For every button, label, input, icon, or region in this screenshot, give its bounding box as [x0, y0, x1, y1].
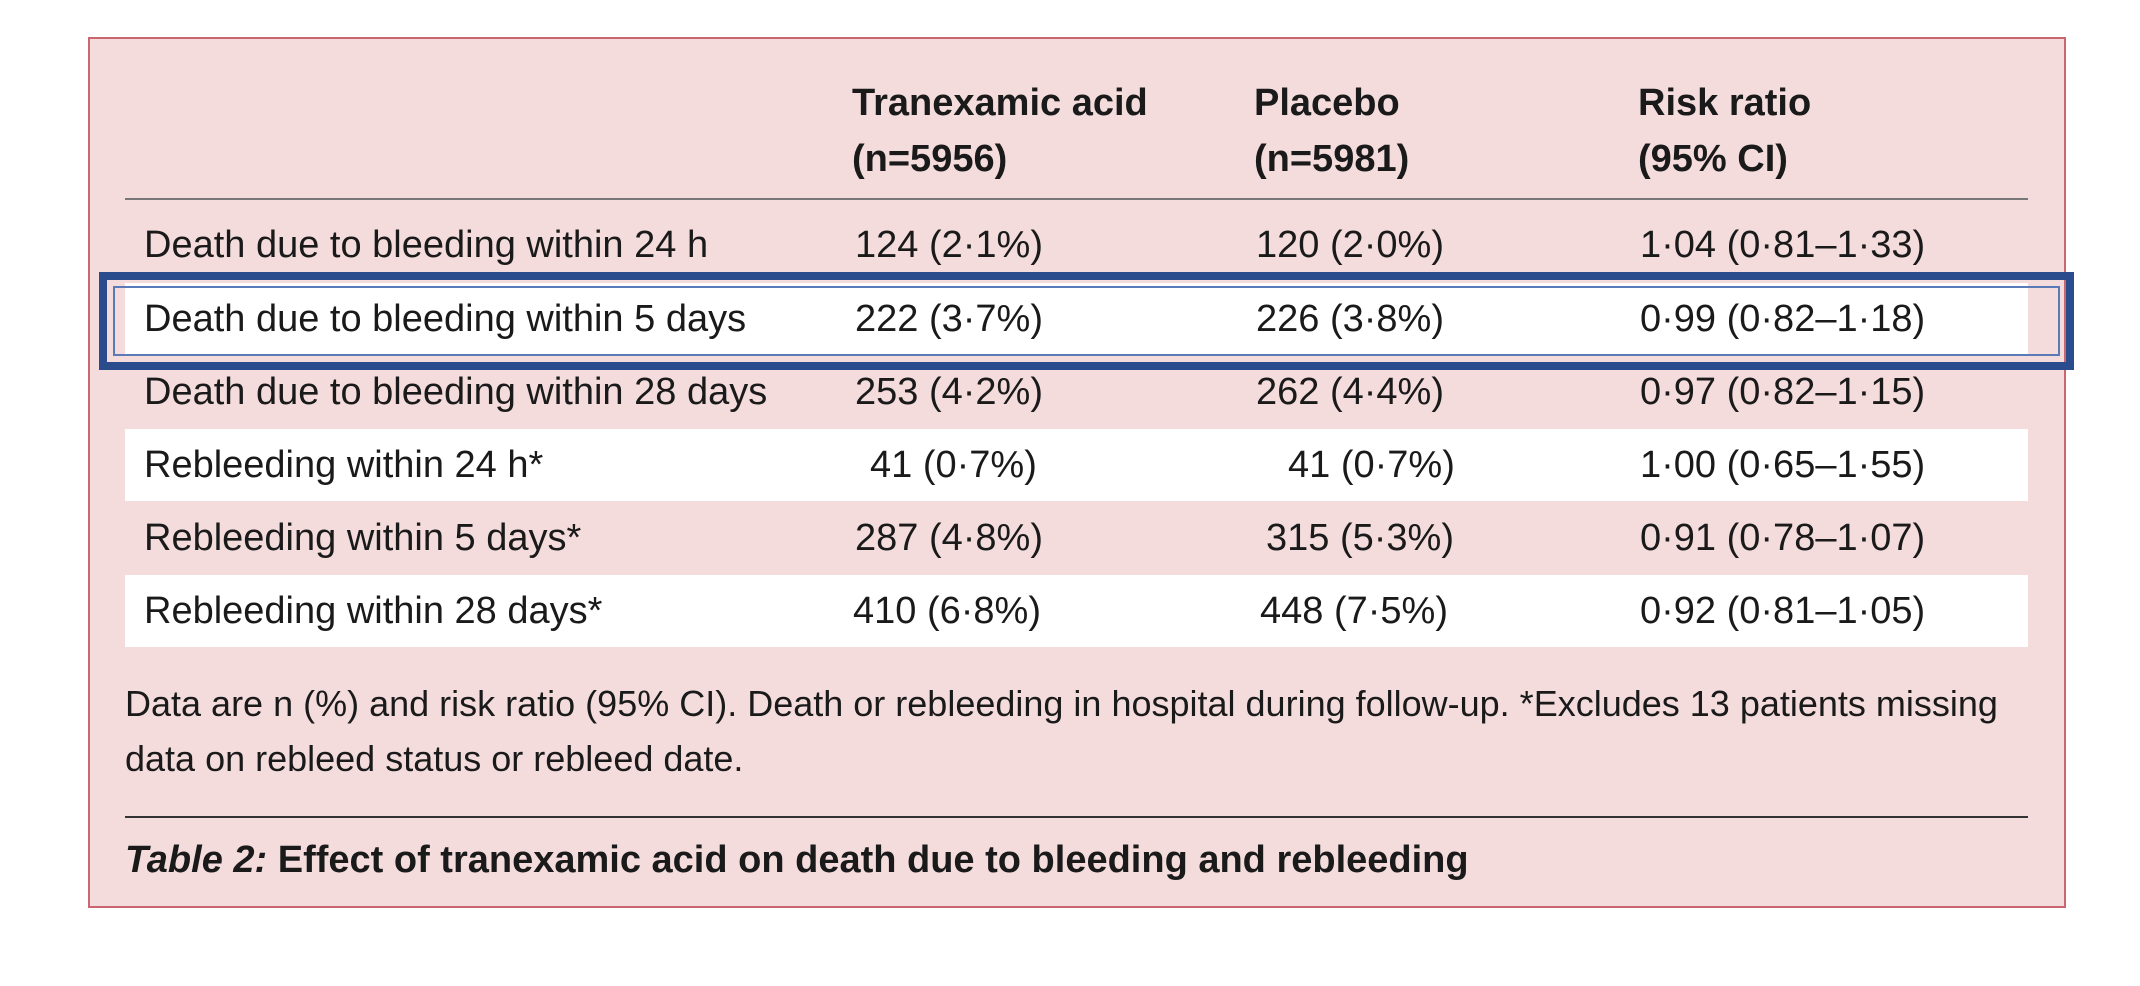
table-row: Rebleeding within 5 days* 287 (4·8%) 315… — [125, 502, 2028, 574]
cell-placebo: 448 (7·5%) — [1260, 590, 1448, 632]
table-row: Death due to bleeding within 24 h 124 (2… — [125, 209, 2028, 281]
table-row: Death due to bleeding within 5 days 222 … — [125, 283, 2028, 355]
column-header-placebo-line2: (n=5981) — [1254, 138, 1410, 180]
table-row: Rebleeding within 28 days* 410 (6·8%) 44… — [125, 575, 2028, 647]
column-header-risk-ratio: Risk ratio (95% CI) — [1638, 75, 1811, 187]
header-rule — [125, 198, 2028, 200]
table-row: Death due to bleeding within 28 days 253… — [125, 356, 2028, 428]
cell-tranexamic: 124 (2·1%) — [855, 224, 1043, 266]
table-caption-text: Effect of tranexamic acid on death due t… — [267, 839, 1469, 881]
cell-placebo: 41 (0·7%) — [1288, 444, 1455, 486]
cell-risk-ratio: 1·04 (0·81–1·33) — [1640, 224, 1926, 266]
cell-placebo: 120 (2·0%) — [1256, 224, 1444, 266]
cell-risk-ratio: 0·91 (0·78–1·07) — [1640, 517, 1926, 559]
row-label: Rebleeding within 5 days* — [144, 517, 582, 559]
column-header-risk-ratio-line2: (95% CI) — [1638, 138, 1788, 180]
cell-tranexamic: 41 (0·7%) — [870, 444, 1037, 486]
table-caption-label: Table 2: — [125, 839, 268, 881]
cell-risk-ratio: 0·97 (0·82–1·15) — [1640, 371, 1926, 413]
row-label: Rebleeding within 24 h* — [144, 444, 544, 486]
cell-risk-ratio: 0·99 (0·82–1·18) — [1640, 298, 1926, 340]
caption-rule — [125, 816, 2028, 818]
cell-tranexamic: 253 (4·2%) — [855, 371, 1043, 413]
cell-tranexamic: 287 (4·8%) — [855, 517, 1043, 559]
table-row: Rebleeding within 24 h* 41 (0·7%) 41 (0·… — [125, 429, 2028, 501]
cell-placebo: 262 (4·4%) — [1256, 371, 1444, 413]
cell-risk-ratio: 1·00 (0·65–1·55) — [1640, 444, 1926, 486]
cell-placebo: 226 (3·8%) — [1256, 298, 1444, 340]
cell-tranexamic: 222 (3·7%) — [855, 298, 1043, 340]
row-label: Rebleeding within 28 days* — [144, 590, 603, 632]
table-caption: Table 2: Effect of tranexamic acid on de… — [125, 830, 1469, 890]
column-header-risk-ratio-line1: Risk ratio — [1638, 82, 1812, 124]
column-header-placebo: Placebo (n=5981) — [1254, 75, 1409, 187]
row-label: Death due to bleeding within 5 days — [144, 298, 747, 340]
column-header-tranexamic-line2: (n=5956) — [852, 138, 1008, 180]
cell-placebo: 315 (5·3%) — [1266, 517, 1454, 559]
cell-risk-ratio: 0·92 (0·81–1·05) — [1640, 590, 1926, 632]
cell-tranexamic: 410 (6·8%) — [853, 590, 1041, 632]
row-label: Death due to bleeding within 28 days — [144, 371, 768, 413]
column-header-tranexamic-line1: Tranexamic acid — [852, 82, 1148, 124]
row-label: Death due to bleeding within 24 h — [144, 224, 709, 266]
table-footnote: Data are n (%) and risk ratio (95% CI). … — [125, 683, 1998, 779]
column-header-placebo-line1: Placebo — [1254, 82, 1400, 124]
column-header-tranexamic: Tranexamic acid (n=5956) — [852, 75, 1148, 187]
